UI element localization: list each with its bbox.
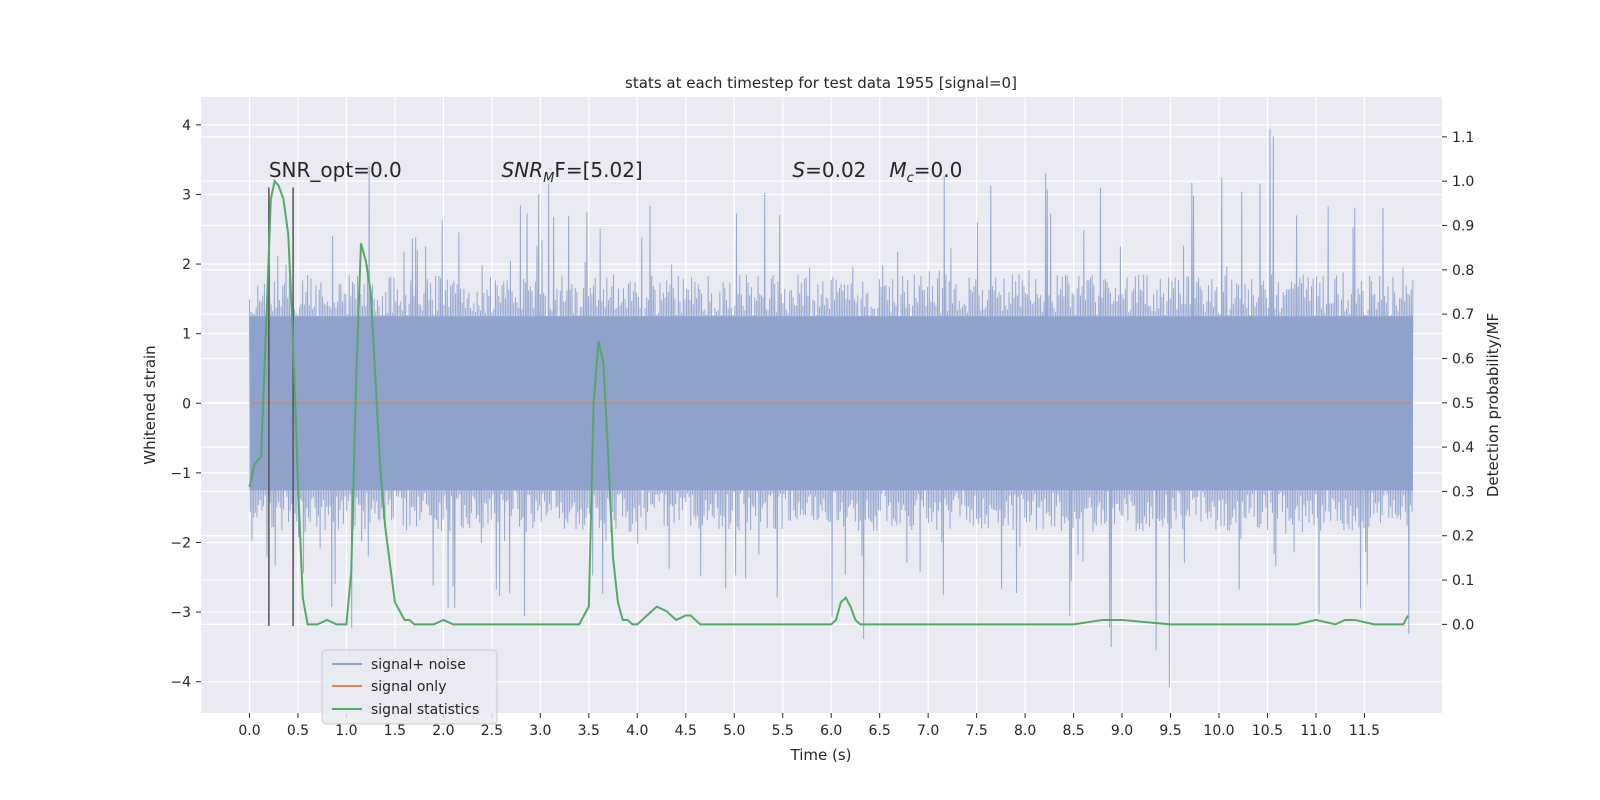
x-tick-label: 9.5 (1159, 723, 1181, 739)
x-tick-label: 2.0 (432, 723, 454, 739)
annotations: SNR_opt=0.0 SNRMF=[5.02] S=0.02 Mc=0.0 (269, 158, 963, 186)
annotation-mc: Mc=0.0 (889, 158, 962, 186)
legend-label-signal-only: signal only (371, 679, 446, 695)
annotation-s: S=0.02 (792, 158, 866, 182)
y-axis-right: 0.0 0.1 0.2 0.3 0.4 0.5 0.6 0.7 0.8 0.9 1.0 1.1 (1442, 130, 1474, 633)
x-tick-label: 4.5 (675, 723, 697, 739)
y-axis-label: Whitened strain (141, 345, 159, 464)
signal-statistics-line (248, 179, 1409, 626)
annotation-snr-opt: SNR_opt=0.0 (269, 158, 402, 182)
x-tick-label: 3.5 (578, 723, 600, 739)
legend-label-signal-statistics: signal statistics (371, 702, 479, 718)
legend-label-signal-plus-noise: signal+ noise (371, 657, 466, 673)
x-axis: 0.0 0.5 1.0 1.5 2.0 2.5 3.0 3.5 4.0 4.5 5.0 5.5 6.0 6… (238, 713, 1380, 739)
y-tick-label: −1 (170, 466, 191, 482)
y-tick-label: −2 (170, 535, 191, 551)
y2-tick-label: 0.2 (1452, 529, 1474, 545)
y2-tick-label: 1.0 (1452, 174, 1474, 190)
y-tick-label: −3 (170, 605, 191, 621)
y-tick-label: −4 (170, 675, 191, 691)
annotation-snr-mf: SNRMF=[5.02] (502, 158, 643, 186)
y2-tick-label: 0.7 (1452, 307, 1474, 323)
x-tick-label: 4.0 (626, 723, 648, 739)
x-tick-label: 8.0 (1014, 723, 1036, 739)
x-tick-label: 0.5 (287, 723, 309, 739)
y2-tick-label: 0.5 (1452, 396, 1474, 412)
y2-tick-label: 1.1 (1452, 130, 1474, 146)
x-tick-label: 7.5 (965, 723, 987, 739)
x-tick-label: 5.5 (772, 723, 794, 739)
x-tick-label: 0.0 (238, 723, 260, 739)
x-tick-label: 10.0 (1203, 723, 1234, 739)
y-tick-label: 0 (182, 396, 191, 412)
x-tick-label: 1.0 (335, 723, 357, 739)
x-tick-label: 9.0 (1111, 723, 1133, 739)
x-tick-label: 11.0 (1300, 723, 1331, 739)
x-tick-label: 8.5 (1062, 723, 1084, 739)
y2-tick-label: 0.0 (1452, 617, 1474, 633)
y-tick-label: 4 (182, 118, 191, 134)
y-tick-label: 2 (182, 257, 191, 273)
x-tick-label: 1.5 (384, 723, 406, 739)
y2-tick-label: 0.1 (1452, 573, 1474, 589)
x-tick-label: 2.5 (481, 723, 503, 739)
y2-tick-label: 0.9 (1452, 219, 1474, 235)
legend-box (321, 649, 498, 725)
chart-title: stats at each timestep for test data 195… (625, 74, 1017, 92)
x-tick-label: 3.0 (529, 723, 551, 739)
x-axis-label: Time (s) (790, 746, 852, 764)
x-tick-label: 11.5 (1349, 723, 1380, 739)
y-tick-label: 1 (182, 327, 191, 343)
y2-tick-label: 0.4 (1452, 440, 1474, 456)
y2-axis-label: Detection probability/MF (1484, 313, 1502, 497)
y2-tick-label: 0.6 (1452, 351, 1474, 367)
x-tick-label: 7.0 (917, 723, 939, 739)
x-tick-label: 6.0 (820, 723, 842, 739)
y-axis-left: −4 −3 −2 −1 0 1 2 3 4 (170, 118, 201, 691)
x-tick-label: 10.5 (1252, 723, 1283, 739)
x-tick-label: 6.5 (869, 723, 891, 739)
legend: signal+ noise signal only signal statist… (321, 649, 498, 725)
y2-tick-label: 0.3 (1452, 484, 1474, 500)
series-signal-statistics (248, 179, 1409, 626)
x-tick-label: 5.0 (723, 723, 745, 739)
y-tick-label: 3 (182, 187, 191, 203)
y2-tick-label: 0.8 (1452, 263, 1474, 279)
